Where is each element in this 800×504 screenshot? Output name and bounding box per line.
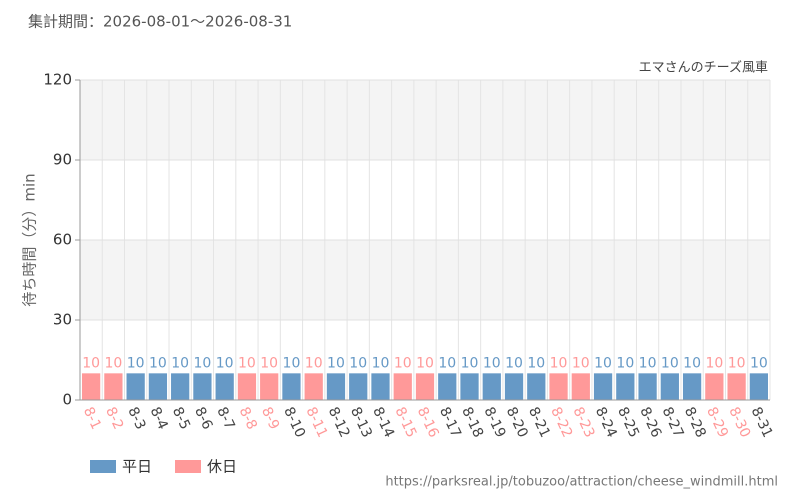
data-label: 10 xyxy=(238,355,256,371)
data-label: 10 xyxy=(483,355,501,371)
data-label: 10 xyxy=(461,355,479,371)
bar xyxy=(260,373,279,400)
bar xyxy=(682,373,702,400)
bar xyxy=(104,373,123,400)
bar xyxy=(571,373,590,400)
legend-label: 休日 xyxy=(207,458,237,476)
chart-subtitle: 集計期間：2026-08-01～2026-08-31 xyxy=(28,13,292,31)
x-tick-label: 8-6 xyxy=(191,405,215,433)
data-label: 10 xyxy=(416,355,434,371)
bar xyxy=(237,373,257,400)
x-tick-label: 8-3 xyxy=(124,405,148,432)
data-label: 10 xyxy=(438,355,456,371)
data-label: 10 xyxy=(104,355,122,371)
data-label: 10 xyxy=(127,355,145,371)
bar xyxy=(616,373,635,400)
x-tick-label: 8-1 xyxy=(80,405,104,432)
y-tick-label: 120 xyxy=(43,71,72,89)
data-label: 10 xyxy=(505,355,523,371)
data-label: 10 xyxy=(750,355,768,371)
bar xyxy=(415,373,435,400)
data-label: 10 xyxy=(527,355,545,371)
x-tick-label: 8-2 xyxy=(102,405,126,432)
data-label: 10 xyxy=(149,355,167,371)
grid-band xyxy=(80,240,770,320)
bar xyxy=(527,373,546,400)
y-tick-label: 30 xyxy=(53,311,72,329)
x-tick-label: 8-9 xyxy=(258,405,282,432)
bar xyxy=(638,373,657,400)
y-tick-label: 60 xyxy=(53,231,72,249)
data-label: 10 xyxy=(572,355,590,371)
bar xyxy=(749,373,768,400)
data-label: 10 xyxy=(171,355,189,371)
x-tick-label: 8-7 xyxy=(213,405,237,432)
data-label: 10 xyxy=(349,355,367,371)
x-tick-label: 8-8 xyxy=(236,405,260,432)
bar xyxy=(393,373,412,400)
bar xyxy=(326,373,346,400)
y-tick-label: 0 xyxy=(62,391,72,409)
bar xyxy=(304,373,323,400)
bar xyxy=(126,373,145,400)
data-label: 10 xyxy=(394,355,412,371)
data-label: 10 xyxy=(550,355,568,371)
bar xyxy=(349,373,368,400)
bar xyxy=(504,373,524,400)
data-label: 10 xyxy=(216,355,234,371)
data-label: 10 xyxy=(260,355,278,371)
data-label: 10 xyxy=(683,355,701,371)
data-label: 10 xyxy=(372,355,390,371)
legend-swatch xyxy=(175,460,201,473)
data-label: 10 xyxy=(616,355,634,371)
source-url: https://parksreal.jp/tobuzoo/attraction/… xyxy=(385,475,778,490)
bar xyxy=(460,373,479,400)
chart-title: エマさんのチーズ風車 xyxy=(639,60,768,76)
bar xyxy=(282,373,301,400)
data-label: 10 xyxy=(705,355,723,371)
bar xyxy=(727,373,746,400)
bar xyxy=(215,373,234,400)
data-label: 10 xyxy=(327,355,345,371)
bar xyxy=(438,373,457,400)
data-label: 10 xyxy=(305,355,323,371)
grid-band xyxy=(80,80,770,160)
data-label: 10 xyxy=(82,355,100,371)
data-label: 10 xyxy=(194,355,212,371)
y-tick-label: 90 xyxy=(53,151,72,169)
bar xyxy=(148,373,168,400)
bar xyxy=(193,373,212,400)
bar xyxy=(482,373,501,400)
legend-swatch xyxy=(90,460,116,473)
bar xyxy=(660,373,679,400)
x-tick-label: 8-31 xyxy=(748,405,776,441)
x-tick-label: 8-5 xyxy=(169,405,193,432)
bar xyxy=(593,373,613,400)
data-label: 10 xyxy=(639,355,657,371)
data-label: 10 xyxy=(283,355,301,371)
bar xyxy=(371,373,390,400)
bar xyxy=(549,373,568,400)
x-tick-label: 8-4 xyxy=(147,405,171,433)
bar xyxy=(705,373,724,400)
data-label: 10 xyxy=(594,355,612,371)
legend-label: 平日 xyxy=(122,458,152,476)
data-label: 10 xyxy=(728,355,746,371)
bar xyxy=(171,373,190,400)
bar xyxy=(82,373,101,400)
data-label: 10 xyxy=(661,355,679,371)
y-axis-label: 待ち時間（分）min xyxy=(21,173,39,306)
